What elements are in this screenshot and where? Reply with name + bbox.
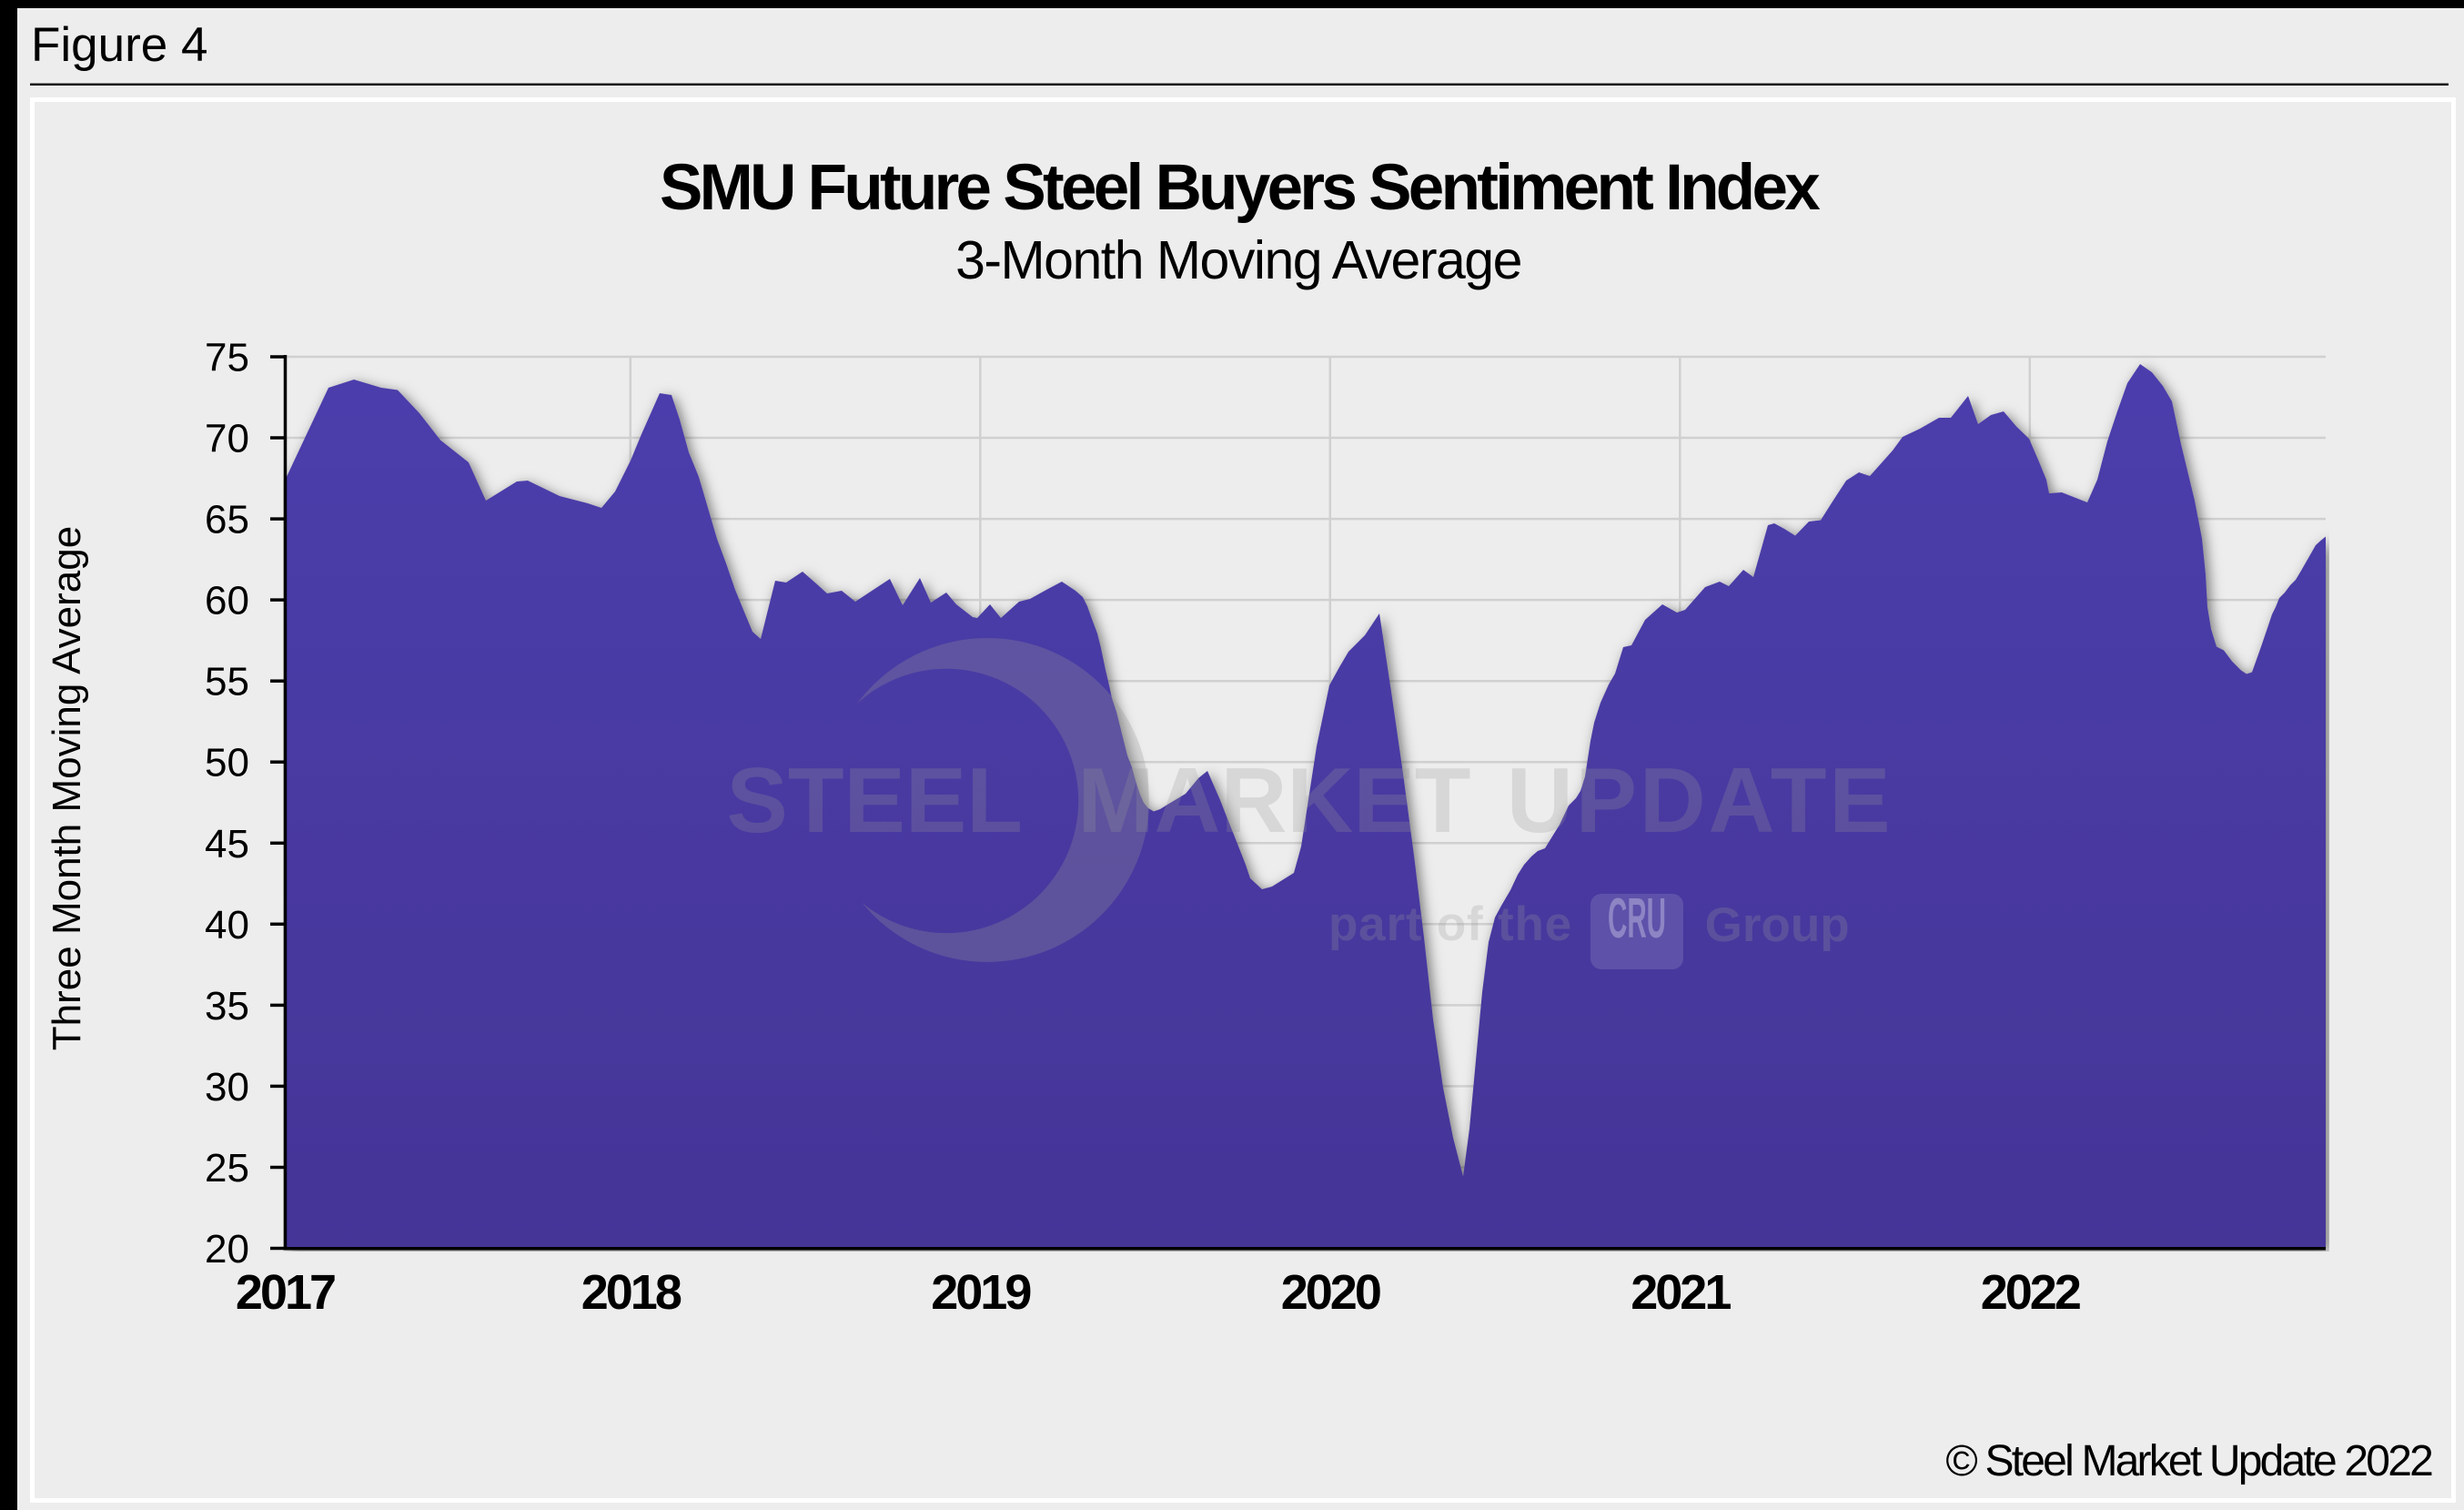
svg-text:50: 50: [205, 741, 249, 785]
svg-text:Figure 4: Figure 4: [31, 18, 207, 72]
svg-text:STEEL: STEEL: [727, 750, 1024, 852]
svg-text:MARKET: MARKET: [1077, 750, 1470, 852]
svg-text:part of the: part of the: [1328, 897, 1572, 951]
svg-text:Group: Group: [1705, 898, 1850, 952]
svg-text:40: 40: [205, 903, 249, 948]
svg-text:20: 20: [205, 1227, 249, 1272]
svg-text:UPDATE: UPDATE: [1507, 750, 1893, 852]
svg-text:3-Month Moving Average: 3-Month Moving Average: [955, 230, 1521, 290]
svg-text:25: 25: [205, 1146, 249, 1191]
svg-text:35: 35: [205, 984, 249, 1029]
svg-text:CRU: CRU: [1608, 887, 1666, 950]
svg-text:Three Month Moving Average: Three Month Moving Average: [45, 526, 89, 1050]
svg-text:2022: 2022: [1981, 1265, 2080, 1320]
svg-text:2021: 2021: [1631, 1265, 1731, 1320]
svg-text:55: 55: [205, 660, 249, 704]
svg-text:2017: 2017: [236, 1265, 335, 1320]
svg-text:45: 45: [205, 822, 249, 866]
svg-text:© Steel Market Update 2022: © Steel Market Update 2022: [1945, 1437, 2432, 1485]
svg-text:65: 65: [205, 498, 249, 542]
svg-text:30: 30: [205, 1065, 249, 1110]
svg-text:SMU Future Steel Buyers Sentim: SMU Future Steel Buyers Sentiment Index: [660, 152, 1820, 224]
svg-text:70: 70: [205, 417, 249, 461]
svg-text:2018: 2018: [581, 1265, 682, 1320]
svg-text:2019: 2019: [931, 1265, 1031, 1320]
svg-text:2020: 2020: [1281, 1265, 1380, 1320]
svg-text:60: 60: [205, 579, 249, 623]
svg-text:75: 75: [205, 336, 249, 380]
